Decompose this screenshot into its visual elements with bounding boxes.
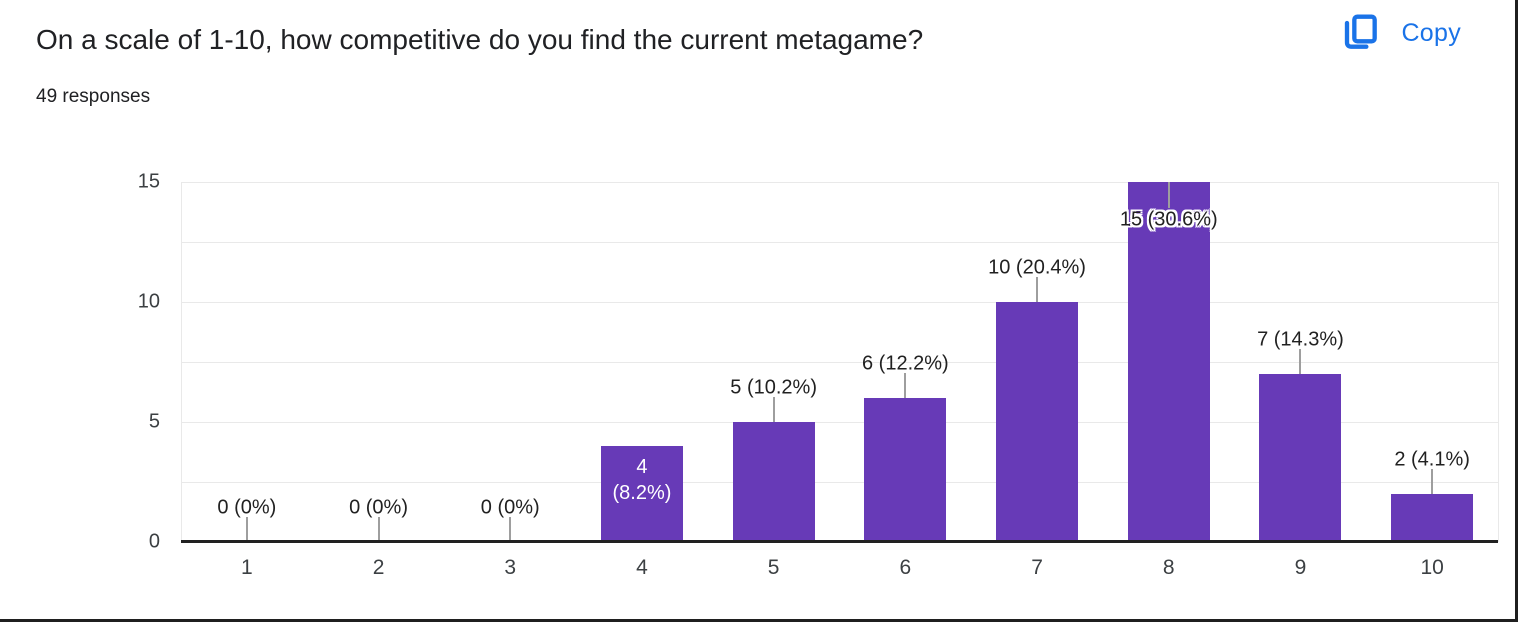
gridline-5: [181, 422, 1498, 423]
bar-9[interactable]: [1259, 374, 1342, 542]
copy-icon: [1339, 12, 1379, 54]
value-label-4: 4 (8.2%): [612, 456, 672, 504]
gridline-10: [181, 302, 1498, 303]
label-stem-10: [1431, 469, 1434, 494]
gridline-7.5: [181, 362, 1498, 363]
value-label-1: 0 (0%): [217, 496, 277, 519]
value-label-7: 10 (20.4%): [988, 256, 1086, 279]
plot-right-edge: [1498, 182, 1499, 542]
bar-5[interactable]: [732, 422, 815, 542]
y-axis-label-0: 0: [148, 530, 160, 553]
x-axis-label-9: 9: [1294, 556, 1307, 579]
x-axis-label-8: 8: [1162, 556, 1175, 579]
label-stem-1: [245, 517, 248, 542]
x-axis-label-2: 2: [372, 556, 385, 579]
label-stem-8: [1167, 182, 1170, 208]
question-title: On a scale of 1-10, how competitive do y…: [36, 24, 924, 55]
response-count: 49 responses: [36, 86, 151, 107]
x-axis-label-10: 10: [1420, 556, 1444, 579]
y-axis-label-15: 15: [137, 170, 160, 193]
value-label-10: 2 (4.1%): [1394, 448, 1470, 471]
gridline-15: [181, 182, 1498, 183]
x-axis-label-3: 3: [504, 556, 517, 579]
gridline-2.5: [181, 482, 1498, 483]
label-stem-7: [1036, 277, 1039, 302]
x-axis-label-7: 7: [1031, 556, 1043, 579]
label-stem-9: [1299, 349, 1302, 374]
bar-7[interactable]: [996, 302, 1079, 542]
value-label-3: 0 (0%): [480, 496, 540, 519]
gridline-12.5: [181, 242, 1498, 243]
copy-button[interactable]: Copy: [1339, 12, 1461, 54]
x-axis-label-4: 4: [636, 556, 648, 579]
x-axis-line: [181, 540, 1498, 543]
x-axis-label-6: 6: [899, 556, 912, 579]
value-label-8: 15 (30.6%): [1119, 208, 1218, 231]
plot-left-edge: [181, 182, 182, 542]
value-label-2: 0 (0%): [349, 496, 408, 519]
bar-4[interactable]: [600, 446, 683, 542]
label-stem-2: [377, 517, 380, 542]
value-label-6: 6 (12.2%): [861, 352, 949, 375]
bar-10[interactable]: [1391, 494, 1474, 542]
y-axis-label-10: 10: [137, 290, 160, 313]
label-stem-6: [904, 373, 907, 398]
label-stem-3: [509, 517, 512, 542]
value-label-5: 5 (10.2%): [730, 376, 817, 399]
value-label-9: 7 (14.3%): [1257, 328, 1344, 351]
x-axis-label-5: 5: [767, 556, 780, 579]
x-axis-label-1: 1: [241, 556, 253, 579]
y-axis-label-5: 5: [148, 410, 160, 433]
copy-button-label: Copy: [1401, 18, 1461, 47]
bar-6[interactable]: [864, 398, 947, 542]
bar-8[interactable]: [1127, 182, 1210, 542]
label-stem-5: [772, 397, 775, 422]
